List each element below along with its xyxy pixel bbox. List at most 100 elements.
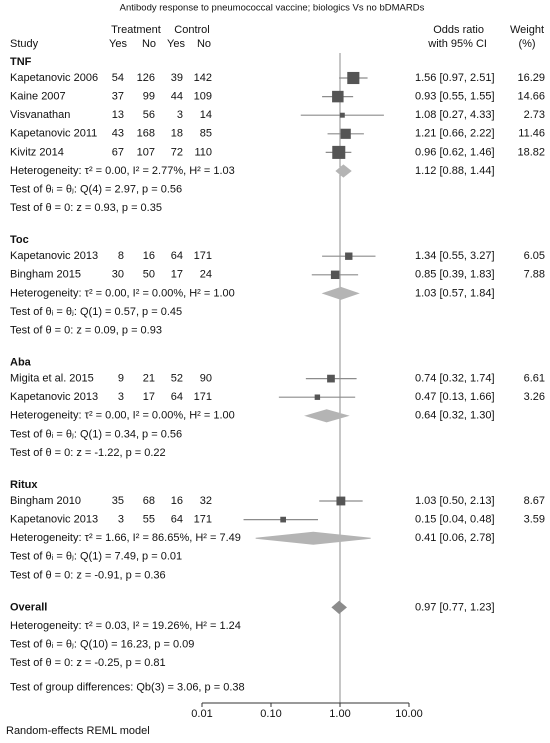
weight-label: 3.26 xyxy=(524,391,545,403)
count: 64 xyxy=(171,514,183,526)
count: 107 xyxy=(137,146,155,158)
count: 43 xyxy=(112,128,124,140)
weight-label: 6.05 xyxy=(524,250,545,262)
study-name: Migita et al. 2015 xyxy=(10,373,94,385)
column-header: Yes xyxy=(109,38,127,50)
column-header: (%) xyxy=(518,38,535,50)
group-label: Ritux xyxy=(10,479,38,491)
column-header: Control xyxy=(174,24,209,36)
study-name: Kaine 2007 xyxy=(10,91,66,103)
count: 85 xyxy=(200,128,212,140)
study-name: Kapetanovic 2011 xyxy=(10,128,97,140)
summary-ci-label: 1.03 [0.57, 1.84] xyxy=(415,287,495,299)
summary-diamond xyxy=(335,164,352,178)
ci-label: 1.34 [0.55, 3.27] xyxy=(415,250,495,262)
test-text: Heterogeneity: τ² = 1.66, I² = 86.65%, H… xyxy=(10,532,241,544)
test-text: Test of θ = 0: z = -0.91, p = 0.36 xyxy=(10,569,166,581)
ci-label: 0.85 [0.39, 1.83] xyxy=(415,269,495,281)
count: 24 xyxy=(200,269,212,281)
x-tick-label: 10.00 xyxy=(395,708,423,720)
count: 55 xyxy=(143,514,155,526)
test-text: Heterogeneity: τ² = 0.03, I² = 19.26%, H… xyxy=(10,620,241,632)
column-header: No xyxy=(197,38,211,50)
count: 3 xyxy=(118,514,124,526)
study-marker xyxy=(336,496,346,506)
ci-label: 1.03 [0.50, 2.13] xyxy=(415,495,495,507)
count: 37 xyxy=(112,91,124,103)
column-header: Yes xyxy=(167,38,185,50)
group-label: Overall xyxy=(10,601,47,613)
test-text: Test of θ = 0: z = 0.93, p = 0.35 xyxy=(10,202,162,214)
count: 52 xyxy=(171,373,183,385)
study-marker xyxy=(280,516,286,523)
count: 9 xyxy=(118,373,124,385)
x-tick-label: 0.10 xyxy=(260,708,281,720)
count: 109 xyxy=(194,91,212,103)
count: 171 xyxy=(194,514,212,526)
weight-label: 11.46 xyxy=(518,128,545,140)
count: 110 xyxy=(194,146,212,158)
group-label: Aba xyxy=(10,357,32,369)
summary-ci-label: 1.12 [0.88, 1.44] xyxy=(415,165,495,177)
chart-title: Antibody response to pneumococcal vaccin… xyxy=(120,3,425,14)
summary-ci-label: 0.64 [0.32, 1.30] xyxy=(415,410,495,422)
count: 67 xyxy=(112,146,124,158)
study-name: Kapetanovic 2013 xyxy=(10,250,98,262)
test-text: Test of θ = 0: z = -1.22, p = 0.22 xyxy=(10,447,166,459)
count: 142 xyxy=(194,72,212,84)
test-text: Test of θᵢ = θⱼ: Q(1) = 0.57, p = 0.45 xyxy=(10,306,182,318)
ci-label: 1.21 [0.66, 2.22] xyxy=(415,128,495,140)
count: 64 xyxy=(171,250,183,262)
study-name: Kivitz 2014 xyxy=(10,146,64,158)
column-header: Weight xyxy=(510,24,544,36)
study-name: Visvanathan xyxy=(10,109,70,121)
count: 39 xyxy=(171,72,183,84)
study-name: Bingham 2010 xyxy=(10,495,81,507)
study-marker xyxy=(339,112,345,118)
column-header: Odds ratio xyxy=(433,24,484,36)
weight-label: 7.88 xyxy=(524,269,545,281)
weight-label: 3.59 xyxy=(524,514,545,526)
count: 171 xyxy=(194,250,212,262)
count: 68 xyxy=(143,495,155,507)
ci-label: 0.96 [0.62, 1.46] xyxy=(415,146,495,158)
study-marker xyxy=(345,252,353,260)
count: 90 xyxy=(200,373,212,385)
x-tick-label: 0.01 xyxy=(191,708,212,720)
ci-label: 1.08 [0.27, 4.33] xyxy=(415,109,495,121)
ci-label: 0.74 [0.32, 1.74] xyxy=(415,373,495,385)
count: 72 xyxy=(171,146,183,158)
weight-label: 18.82 xyxy=(517,146,545,158)
weight-label: 6.61 xyxy=(524,373,545,385)
test-text: Test of θᵢ = θⱼ: Q(1) = 0.34, p = 0.56 xyxy=(10,428,182,440)
count: 32 xyxy=(200,495,212,507)
test-text: Test of θᵢ = θⱼ: Q(4) = 2.97, p = 0.56 xyxy=(10,184,182,196)
count: 50 xyxy=(143,269,155,281)
test-text: Heterogeneity: τ² = 0.00, I² = 2.77%, H²… xyxy=(10,165,235,177)
study-marker xyxy=(332,90,344,103)
count: 14 xyxy=(200,109,212,121)
test-text: Test of θ = 0: z = 0.09, p = 0.93 xyxy=(10,325,162,337)
count: 18 xyxy=(171,128,183,140)
count: 17 xyxy=(143,391,155,403)
summary-diamond xyxy=(321,286,360,300)
count: 13 xyxy=(112,109,124,121)
study-name: Bingham 2015 xyxy=(10,269,81,281)
count: 64 xyxy=(171,391,183,403)
summary-diamond xyxy=(304,409,350,423)
group-label: TNF xyxy=(10,56,32,68)
count: 171 xyxy=(194,391,212,403)
column-header: Treatment xyxy=(111,24,161,36)
summary-diamond xyxy=(331,600,347,615)
ci-label: 0.47 [0.13, 1.66] xyxy=(415,391,495,403)
ci-label: 0.93 [0.55, 1.55] xyxy=(415,91,495,103)
test-text: Heterogeneity: τ² = 0.00, I² = 0.00%, H²… xyxy=(10,287,235,299)
column-header: Study xyxy=(10,38,39,50)
study-name: Kapetanovic 2013 xyxy=(10,514,98,526)
count: 3 xyxy=(118,391,124,403)
count: 168 xyxy=(137,128,155,140)
weight-label: 16.29 xyxy=(517,72,545,84)
study-marker xyxy=(332,145,346,159)
count: 44 xyxy=(171,91,183,103)
